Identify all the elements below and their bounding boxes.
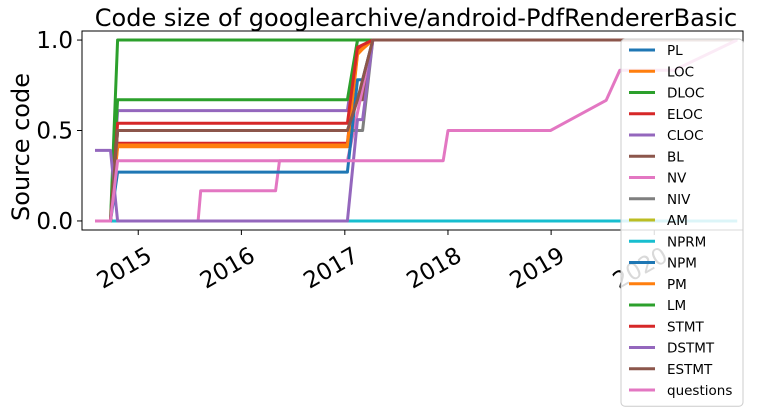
legend-label: NPM — [667, 256, 697, 272]
legend-label: CLOC — [667, 128, 704, 144]
chart-title: Code size of googlearchive/android-PdfRe… — [95, 4, 737, 32]
x-tick-label: 2015 — [93, 243, 157, 295]
y-axis-label: Source code — [7, 73, 35, 221]
series-layer — [95, 38, 738, 223]
legend-label: PM — [667, 277, 687, 293]
legend-label: NV — [667, 171, 687, 187]
x-axis: 201520162017201820192020 — [93, 230, 672, 295]
series-line-questions — [95, 38, 738, 223]
legend-label: STMT — [667, 319, 704, 335]
legend-label: LOC — [667, 64, 694, 80]
legend-label: DSTMT — [667, 341, 715, 357]
legend-label: LM — [667, 298, 686, 314]
x-tick-label: 2019 — [506, 243, 570, 295]
series-line-dstmt — [95, 38, 738, 223]
legend: PL LOC DLOC ELOC CLOC BL NV NIV AM NPRM NPM PM LM STM… — [620, 38, 744, 407]
x-tick-label: 2018 — [402, 243, 466, 295]
x-tick-label: 2016 — [196, 243, 260, 295]
y-tick-label: 0.5 — [36, 119, 73, 145]
legend-label: NPRM — [667, 234, 706, 250]
legend-label: NIV — [667, 192, 691, 208]
x-tick-label: 2017 — [299, 243, 363, 295]
legend-label: BL — [667, 149, 684, 165]
y-tick-label: 0.0 — [36, 209, 73, 235]
legend-label: ELOC — [667, 107, 703, 123]
y-axis: 0.0 0.5 1.0 — [36, 28, 82, 235]
legend-label: AM — [667, 213, 688, 229]
legend-box — [620, 38, 744, 407]
legend-label: ESTMT — [667, 362, 713, 378]
legend-label: PL — [667, 43, 683, 59]
legend-label: DLOC — [667, 86, 705, 102]
legend-label: questions — [667, 383, 732, 399]
y-tick-label: 1.0 — [36, 28, 73, 54]
